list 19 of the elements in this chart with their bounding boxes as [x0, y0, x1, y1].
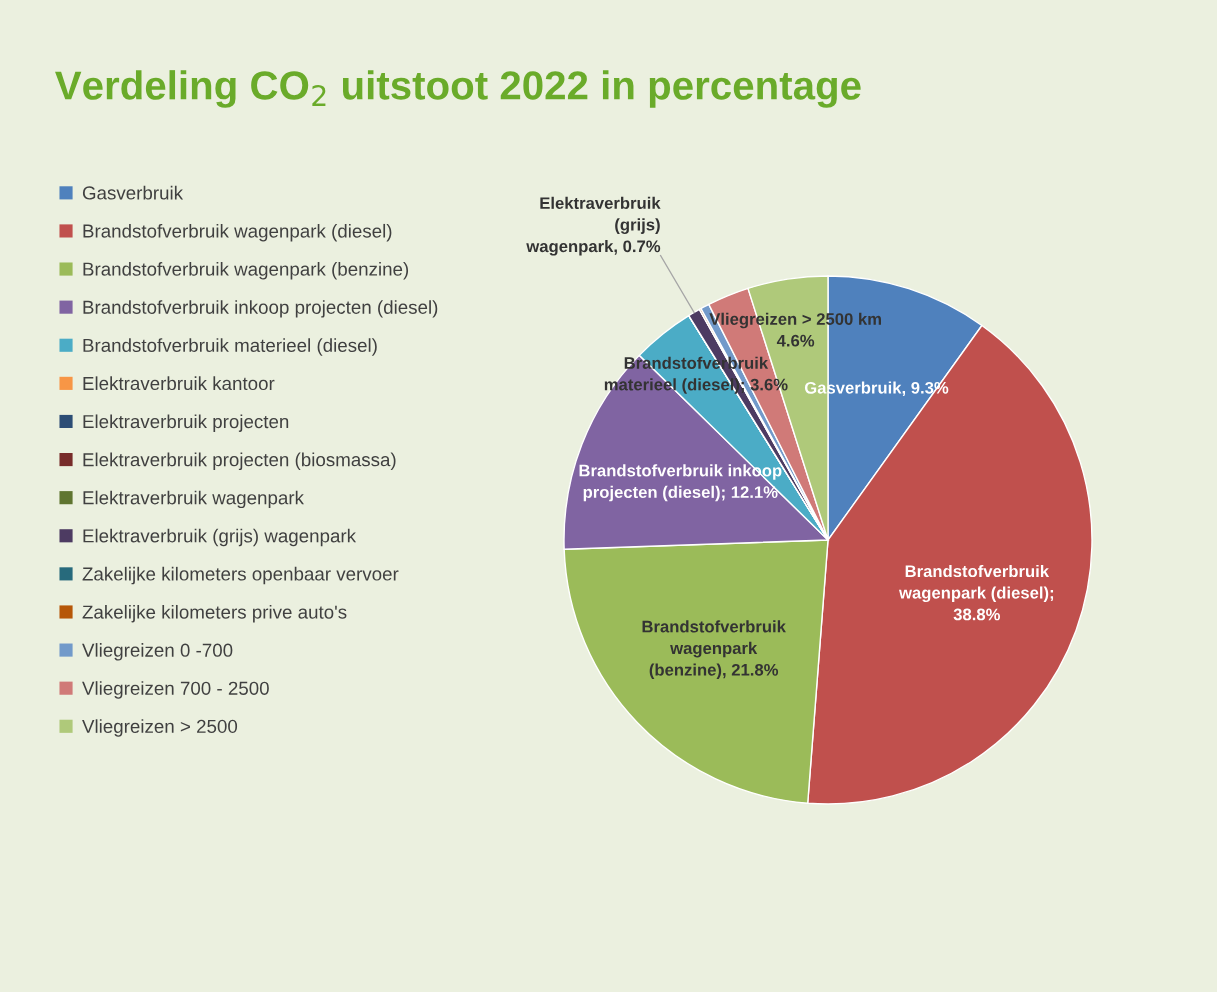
- legend-label: Elektraverbruik wagenpark: [83, 490, 304, 509]
- legend-label: Gasverbruik: [82, 185, 184, 200]
- chart-title: Verdeling CO$_{2}$ uitstoot 2022 in percentage: [55, 70, 861, 108]
- legend-label: Zakelijke kilometers prive auto's: [82, 604, 347, 623]
- legend-label: Vliegreizen 700 - 2500: [82, 681, 269, 699]
- legend-label: Elektraverbruik (grijs) wagenpark: [83, 528, 357, 547]
- legend-label: Brandstofverbruik wagenpark (diesel): [83, 223, 392, 242]
- data-label: Brandstofverbruik wagenpark (diesel); 38.8%: [898, 564, 1054, 621]
- legend-label: Vliegreizen 0 -700: [82, 643, 233, 661]
- data-label: Brandstofverbruik wagenpark (benzine), 21.8%: [642, 620, 786, 680]
- legend-label: Elektraverbruik projecten: [83, 414, 289, 432]
- legend-label: Vliegreizen > 2500: [82, 719, 238, 737]
- legend-label: Brandstofverbruik materieel (diesel): [83, 338, 377, 356]
- legend-label: Elektraverbruik projecten (biosmassa): [83, 452, 396, 471]
- legend-label: Zakelijke kilometers openbaar vervoer: [82, 566, 399, 585]
- legend-label: Elektraverbruik kantoor: [83, 376, 275, 391]
- legend-label: Brandstofverbruik inkoop projecten (diesel): [83, 300, 438, 318]
- data-label: Elektraverbruik (grijs) wagenpark, 0.7%: [526, 196, 661, 256]
- legend-label: Brandstofverbruik wagenpark (benzine): [83, 262, 409, 280]
